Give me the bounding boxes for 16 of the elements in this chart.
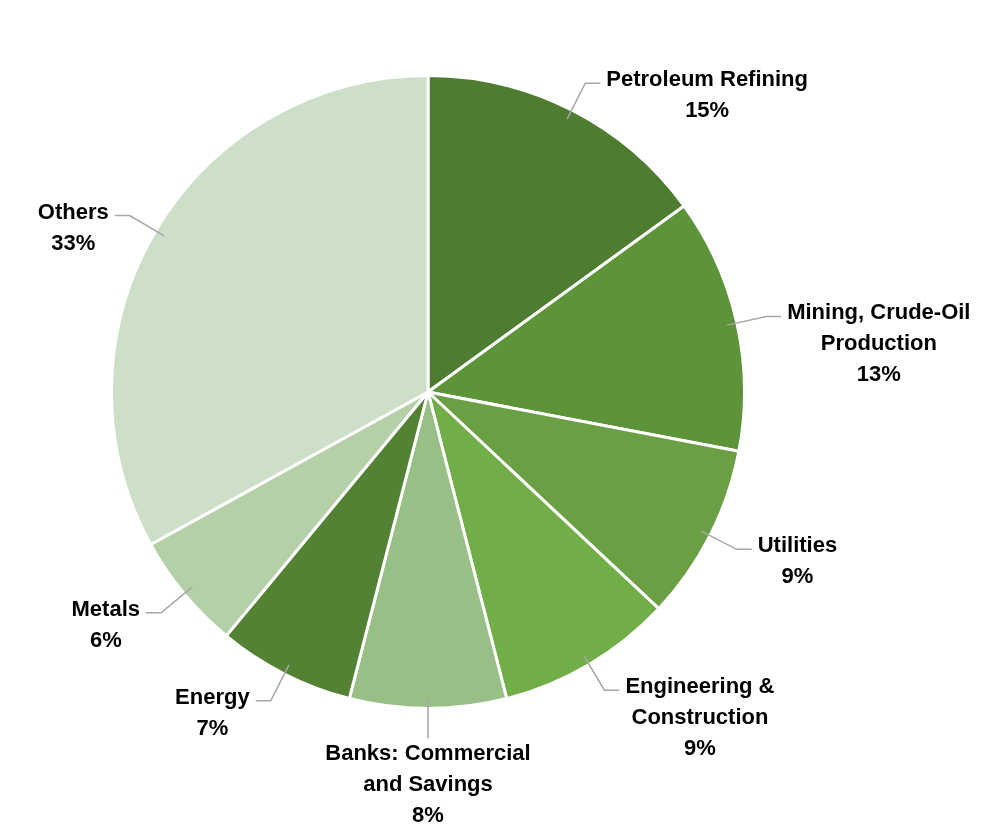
data-label: 7% [196,714,229,740]
slice-label: Petroleum Refining [606,66,808,92]
data-label: 6% [89,626,122,652]
slice-label: Banks: Commercial and Savings [325,739,531,796]
data-label: 9% [781,563,814,589]
data-label: 15% [685,97,730,123]
slice-label: Utilities [757,532,838,558]
data-label: 33% [51,229,96,255]
data-label: 13% [856,361,901,387]
slice-label: Mining, Crude-Oil Production [787,299,971,356]
data-label: 8% [412,801,444,827]
slice-label: Others [37,198,109,224]
slice-label: Engineering & Construction [625,673,775,730]
data-label: 9% [684,735,716,761]
slice-label: Energy [175,683,251,709]
slice-label: Metals [71,595,141,621]
